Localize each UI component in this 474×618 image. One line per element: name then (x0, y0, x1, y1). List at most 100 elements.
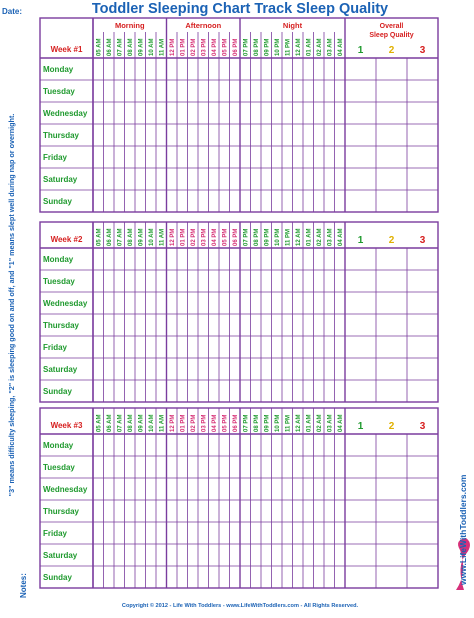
date-label: Date: (2, 7, 22, 16)
time-label: 12 PM (170, 415, 176, 432)
time-label: 10 AM (149, 39, 155, 56)
time-label: 01 AM (307, 415, 313, 432)
time-label: 09 PM (265, 229, 271, 246)
day-label: Saturday (43, 365, 78, 374)
day-label: Sunday (43, 387, 72, 396)
time-label: 02 PM (191, 415, 197, 432)
time-label: 03 PM (202, 39, 208, 56)
day-label: Tuesday (43, 87, 75, 96)
time-label: 06 PM (233, 229, 239, 246)
time-label: 04 AM (338, 39, 344, 56)
time-label: 08 AM (128, 39, 134, 56)
time-label: 10 PM (275, 415, 281, 432)
time-label: 02 AM (317, 229, 323, 246)
time-label: 04 PM (212, 39, 218, 56)
week-frame (39, 17, 439, 213)
week-label: Week #2 (51, 235, 83, 244)
time-label: 05 PM (223, 229, 229, 246)
time-label: 11 AM (160, 229, 166, 246)
time-label: 03 PM (202, 415, 208, 432)
time-label: 03 AM (328, 39, 334, 56)
time-label: 11 PM (286, 229, 292, 246)
quality-level: 3 (420, 45, 426, 56)
group-label: Afternoon (185, 21, 221, 30)
time-label: 05 PM (223, 39, 229, 56)
time-label: 05 PM (223, 415, 229, 432)
time-label: 07 AM (118, 415, 124, 432)
day-label: Monday (43, 441, 74, 450)
time-label: 10 AM (149, 229, 155, 246)
footer: Copyright © 2012 - Life With Toddlers - … (122, 602, 359, 609)
time-label: 01 AM (307, 39, 313, 56)
day-label: Monday (43, 65, 74, 74)
day-label: Saturday (43, 551, 78, 560)
time-label: 07 AM (118, 39, 124, 56)
time-label: 12 PM (170, 39, 176, 56)
time-label: 05 AM (97, 39, 103, 56)
title: Toddler Sleeping Chart Track Sleep Quali… (92, 1, 388, 17)
day-label: Thursday (43, 131, 80, 140)
time-label: 04 PM (212, 229, 218, 246)
quality-level: 3 (420, 235, 426, 246)
quality-level: 2 (389, 235, 395, 246)
time-label: 03 PM (202, 229, 208, 246)
day-label: Wednesday (43, 485, 88, 494)
side-note: "3" means difficulty sleeping, "2" is sl… (7, 114, 16, 497)
time-label: 02 AM (317, 39, 323, 56)
time-label: 04 AM (338, 229, 344, 246)
quality-level: 1 (358, 45, 364, 56)
time-label: 07 PM (244, 415, 250, 432)
time-label: 04 AM (338, 415, 344, 432)
day-label: Tuesday (43, 463, 75, 472)
time-label: 10 PM (275, 229, 281, 246)
day-label: Friday (43, 529, 68, 538)
time-label: 12 AM (296, 39, 302, 56)
time-label: 02 PM (191, 39, 197, 56)
group-label: Night (283, 21, 303, 30)
time-label: 11 PM (286, 39, 292, 56)
time-label: 11 AM (160, 415, 166, 432)
time-label: 06 PM (233, 415, 239, 432)
time-label: 01 PM (181, 229, 187, 246)
logo-swoosh (456, 538, 470, 590)
time-label: 05 AM (97, 229, 103, 246)
day-label: Wednesday (43, 299, 88, 308)
quality-level: 2 (389, 45, 395, 56)
time-label: 05 AM (97, 415, 103, 432)
time-label: 10 PM (275, 39, 281, 56)
time-label: 09 AM (139, 415, 145, 432)
quality-level: 3 (420, 421, 426, 432)
day-label: Wednesday (43, 109, 88, 118)
time-label: 08 PM (254, 415, 260, 432)
day-label: Sunday (43, 573, 72, 582)
time-label: 08 AM (128, 229, 134, 246)
week-frame (39, 407, 439, 589)
time-label: 07 PM (244, 39, 250, 56)
website: www.LifeWithToddlers.com (458, 474, 468, 586)
time-label: 06 AM (107, 229, 113, 246)
week-frame (39, 221, 439, 403)
day-label: Monday (43, 255, 74, 264)
time-label: 11 AM (160, 39, 166, 56)
time-label: 06 PM (233, 39, 239, 56)
group-label: Morning (115, 21, 145, 30)
time-label: 08 AM (128, 415, 134, 432)
day-label: Thursday (43, 321, 80, 330)
time-label: 01 AM (307, 229, 313, 246)
time-label: 09 PM (265, 39, 271, 56)
time-label: 02 AM (317, 415, 323, 432)
quality-level: 2 (389, 421, 395, 432)
time-label: 10 AM (149, 415, 155, 432)
time-label: 07 AM (118, 229, 124, 246)
day-label: Thursday (43, 507, 80, 516)
time-label: 08 PM (254, 229, 260, 246)
week-label: Week #3 (51, 421, 83, 430)
time-label: 02 PM (191, 229, 197, 246)
time-label: 06 AM (107, 39, 113, 56)
day-label: Sunday (43, 197, 72, 206)
week-label: Week #1 (51, 45, 83, 54)
time-label: 12 PM (170, 229, 176, 246)
time-label: 12 AM (296, 229, 302, 246)
time-label: 09 AM (139, 229, 145, 246)
